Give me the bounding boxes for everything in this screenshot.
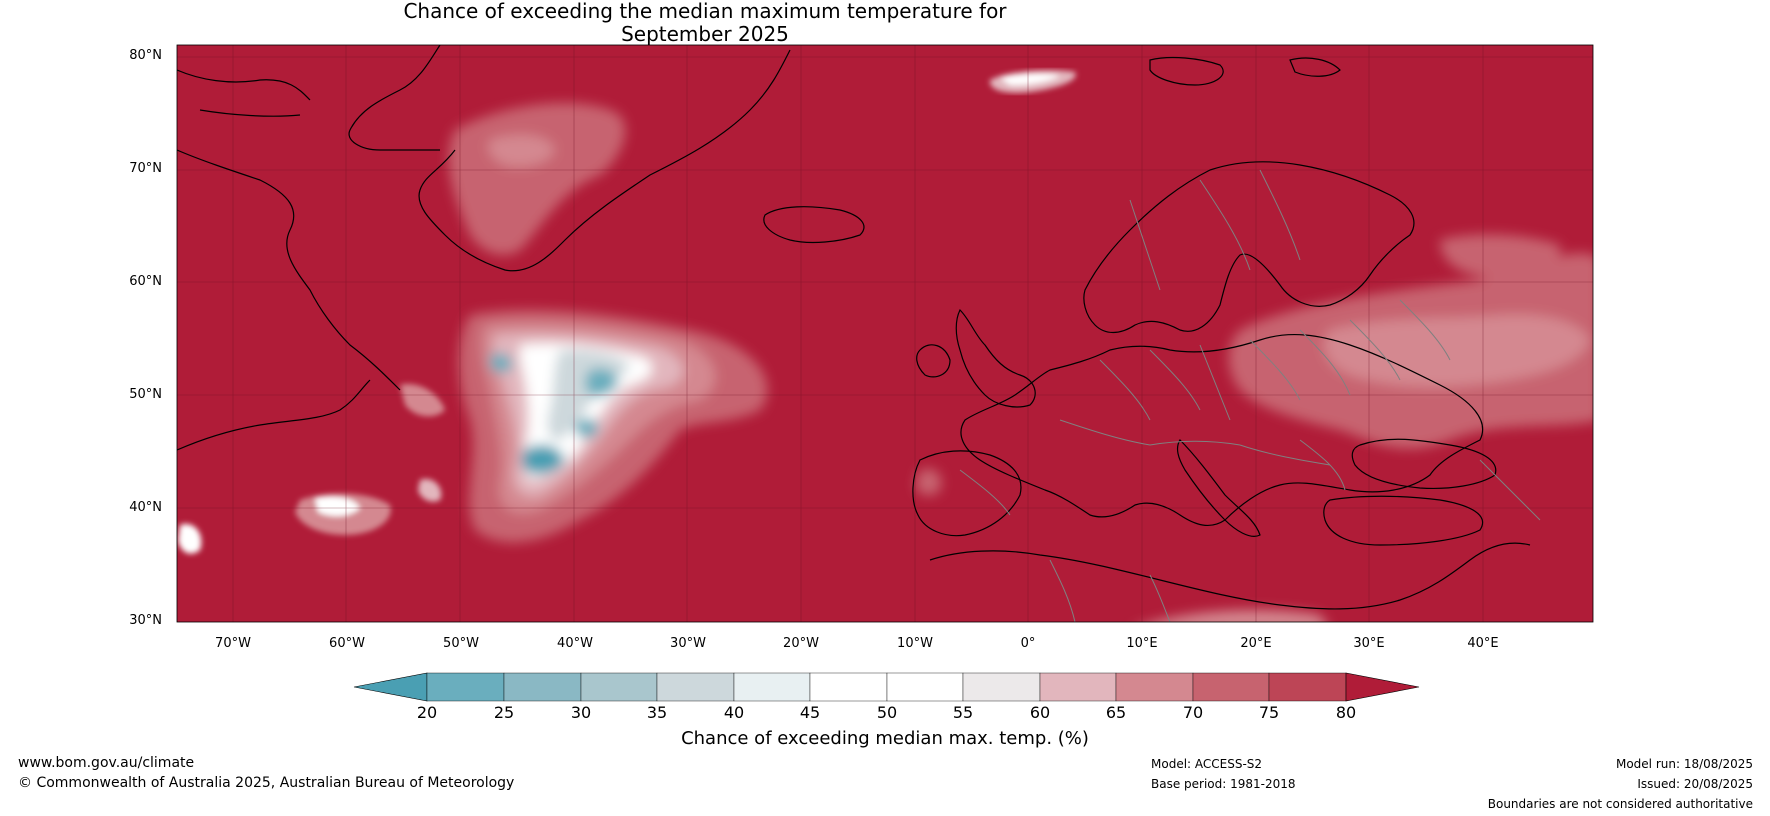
colorbar-tick: 80 bbox=[1335, 703, 1357, 722]
greenland-anomaly bbox=[448, 102, 626, 255]
europe-coast bbox=[960, 333, 1484, 527]
lon-label: 70°W bbox=[215, 636, 251, 651]
colorbar-segment bbox=[809, 672, 888, 702]
colorbar-tick: 55 bbox=[952, 703, 974, 722]
colorbar-tick: 75 bbox=[1258, 703, 1280, 722]
colorbar-tick: 25 bbox=[493, 703, 515, 722]
colorbar-segment bbox=[580, 672, 658, 702]
colorbar-segment bbox=[656, 672, 735, 702]
chart-title: Chance of exceeding the median maximum t… bbox=[0, 0, 1410, 46]
colorbar-segment bbox=[962, 672, 1041, 702]
turkey-coast bbox=[1323, 495, 1484, 546]
lon-label: 10°W bbox=[897, 636, 933, 651]
colorbar-segment bbox=[1268, 672, 1347, 702]
lon-label: 40°W bbox=[557, 636, 593, 651]
disclaimer-text: Boundaries are not considered authoritat… bbox=[1487, 797, 1753, 811]
colorbar-segment bbox=[1039, 672, 1117, 702]
lon-label: 60°W bbox=[329, 636, 365, 651]
atlantic-anomaly bbox=[458, 310, 768, 543]
issued-text: Issued: 20/08/2025 bbox=[1637, 777, 1753, 791]
country-borders bbox=[959, 169, 1541, 622]
colorbar-low-arrow bbox=[353, 672, 428, 702]
colorbar-high-arrow bbox=[1345, 672, 1420, 702]
scandinavia-coast bbox=[1083, 161, 1415, 334]
italy-coast bbox=[1176, 439, 1261, 537]
website-link[interactable]: www.bom.gov.au/climate bbox=[18, 755, 195, 771]
map-frame bbox=[176, 44, 1594, 623]
copyright-text: © Commonwealth of Australia 2025, Austra… bbox=[18, 775, 515, 791]
lat-label: 30°N bbox=[129, 613, 162, 628]
arctic-islands-coast bbox=[1149, 56, 1341, 86]
base-period-text: Base period: 1981-2018 bbox=[1151, 777, 1296, 791]
colorbar-tick: 20 bbox=[416, 703, 438, 722]
colorbar-tick: 60 bbox=[1029, 703, 1051, 722]
colorbar-segment bbox=[886, 672, 964, 702]
colorbar-segment bbox=[1192, 672, 1270, 702]
probability-field bbox=[178, 70, 1593, 622]
lon-label: 50°W bbox=[443, 636, 479, 651]
colorbar-tick: 45 bbox=[799, 703, 821, 722]
colorbar-segment bbox=[503, 672, 582, 702]
lat-label: 80°N bbox=[129, 48, 162, 63]
iberia-coast bbox=[912, 450, 1022, 537]
lat-label: 60°N bbox=[129, 274, 162, 289]
title-line-1: Chance of exceeding the median maximum t… bbox=[403, 0, 1007, 23]
iceland-coast bbox=[763, 206, 865, 244]
colorbar-tick: 40 bbox=[723, 703, 745, 722]
model-text: Model: ACCESS-S2 bbox=[1151, 757, 1263, 771]
colorbar-tick: 35 bbox=[646, 703, 668, 722]
lon-label: 20°E bbox=[1240, 636, 1272, 651]
lon-label: 0° bbox=[1020, 636, 1036, 651]
colorbar bbox=[353, 672, 1420, 702]
africa-coast bbox=[929, 542, 1531, 610]
greenland-coast bbox=[348, 45, 791, 272]
lon-label: 30°W bbox=[670, 636, 706, 651]
colorbar-tick: 70 bbox=[1182, 703, 1204, 722]
west-atlantic-anomaly bbox=[178, 384, 445, 554]
lon-label: 10°E bbox=[1126, 636, 1158, 651]
lon-label: 20°W bbox=[783, 636, 819, 651]
coastlines bbox=[177, 45, 1531, 610]
model-run-text: Model run: 18/08/2025 bbox=[1615, 757, 1753, 771]
colorbar-segment bbox=[426, 672, 505, 702]
black-sea-coast bbox=[1351, 438, 1497, 490]
lat-label: 70°N bbox=[129, 161, 162, 176]
colorbar-segment bbox=[733, 672, 811, 702]
colorbar-tick: 65 bbox=[1105, 703, 1127, 722]
colorbar-tick: 30 bbox=[570, 703, 592, 722]
lon-label: 30°E bbox=[1353, 636, 1385, 651]
arctic-anomaly bbox=[989, 70, 1076, 93]
colorbar-segment bbox=[1115, 672, 1194, 702]
british-isles-coast bbox=[916, 308, 1036, 408]
north-america-coast bbox=[177, 69, 401, 451]
colorbar-tick: 50 bbox=[876, 703, 898, 722]
east-europe-anomaly bbox=[915, 234, 1593, 622]
lat-label: 40°N bbox=[129, 500, 162, 515]
lon-label: 40°E bbox=[1467, 636, 1499, 651]
lat-label: 50°N bbox=[129, 387, 162, 402]
title-line-2: September 2025 bbox=[621, 22, 789, 46]
colorbar-label: Chance of exceeding median max. temp. (%… bbox=[681, 728, 1089, 749]
